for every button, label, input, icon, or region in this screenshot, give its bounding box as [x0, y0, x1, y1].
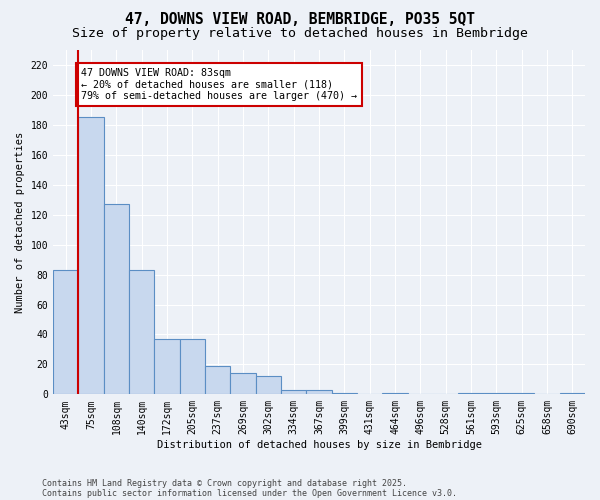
Bar: [307, 390, 332, 394]
Bar: [281, 390, 307, 394]
Bar: [179, 339, 205, 394]
Bar: [205, 366, 230, 394]
Text: 47 DOWNS VIEW ROAD: 83sqm
← 20% of detached houses are smaller (118)
79% of semi: 47 DOWNS VIEW ROAD: 83sqm ← 20% of detac…: [81, 68, 357, 101]
Bar: [104, 204, 129, 394]
Bar: [382, 393, 407, 394]
Bar: [332, 393, 357, 394]
X-axis label: Distribution of detached houses by size in Bembridge: Distribution of detached houses by size …: [157, 440, 482, 450]
Bar: [154, 339, 179, 394]
Text: Contains HM Land Registry data © Crown copyright and database right 2025.: Contains HM Land Registry data © Crown c…: [42, 478, 407, 488]
Text: Size of property relative to detached houses in Bembridge: Size of property relative to detached ho…: [72, 28, 528, 40]
Bar: [230, 374, 256, 394]
Text: Contains public sector information licensed under the Open Government Licence v3: Contains public sector information licen…: [42, 488, 457, 498]
Bar: [256, 376, 281, 394]
Bar: [560, 393, 585, 394]
Text: 47, DOWNS VIEW ROAD, BEMBRIDGE, PO35 5QT: 47, DOWNS VIEW ROAD, BEMBRIDGE, PO35 5QT: [125, 12, 475, 28]
Bar: [79, 118, 104, 394]
Bar: [129, 270, 154, 394]
Y-axis label: Number of detached properties: Number of detached properties: [15, 132, 25, 313]
Bar: [484, 393, 509, 394]
Bar: [458, 393, 484, 394]
Bar: [53, 270, 79, 394]
Bar: [509, 393, 535, 394]
